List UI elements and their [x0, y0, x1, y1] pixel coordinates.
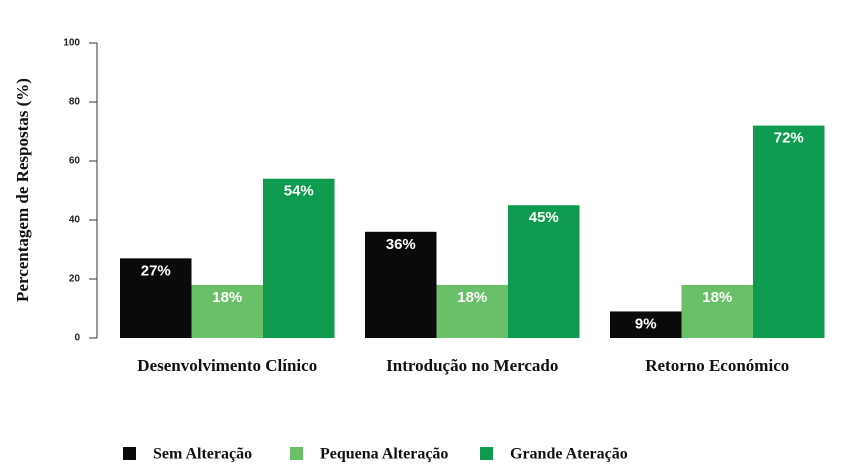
- data-label: 18%: [457, 289, 487, 306]
- y-tick-label: 100: [63, 38, 80, 49]
- y-tick-label: 20: [69, 274, 81, 285]
- legend-label: Pequena Alteração: [320, 446, 448, 463]
- legend-swatch: [123, 447, 136, 460]
- x-tick-label: Desenvolvimento Clínico: [137, 356, 317, 375]
- data-label: 54%: [284, 183, 314, 200]
- data-label: 9%: [635, 315, 657, 332]
- legend-label: Grande Ateração: [510, 446, 628, 463]
- legend-swatch: [290, 447, 303, 460]
- y-tick-label: 80: [69, 97, 81, 108]
- bar: [120, 258, 192, 338]
- data-label: 18%: [212, 289, 242, 306]
- legend-swatch: [480, 447, 493, 460]
- bar: [191, 284, 263, 338]
- bar: [508, 205, 580, 338]
- legend-label: Sem Alteração: [153, 446, 252, 463]
- bar: [365, 231, 437, 338]
- data-label: 45%: [529, 209, 559, 226]
- bar: [263, 178, 335, 338]
- data-label: 36%: [386, 236, 416, 253]
- y-tick-label: 0: [74, 333, 80, 344]
- bar: [436, 284, 508, 338]
- x-tick-label: Introdução no Mercado: [386, 356, 558, 375]
- bar: [753, 125, 825, 338]
- x-tick-label: Retorno Económico: [645, 356, 789, 375]
- data-label: 18%: [702, 289, 732, 306]
- y-axis-label: Percentagem de Respostas (%): [13, 78, 32, 302]
- bar: [610, 311, 682, 338]
- data-label: 72%: [774, 130, 804, 147]
- bar: [681, 284, 753, 338]
- data-label: 27%: [141, 262, 171, 279]
- y-tick-label: 40: [69, 215, 81, 226]
- y-tick-label: 60: [69, 156, 81, 167]
